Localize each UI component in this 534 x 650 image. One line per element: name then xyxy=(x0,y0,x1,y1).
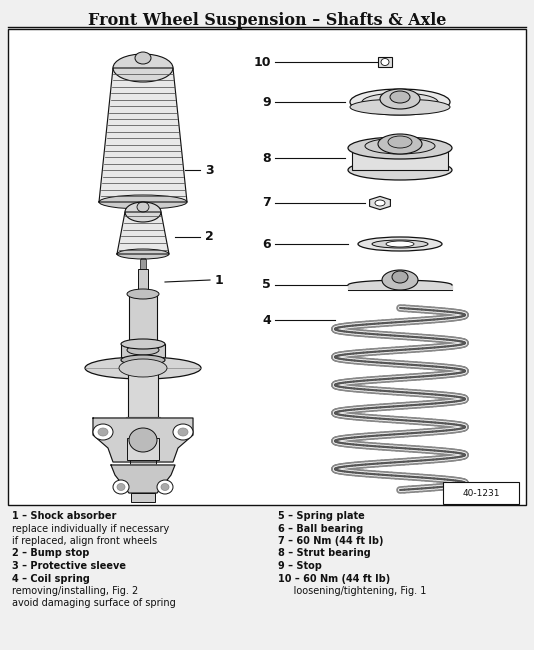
Text: 2: 2 xyxy=(205,231,214,244)
Text: 1: 1 xyxy=(215,274,224,287)
Text: 6: 6 xyxy=(262,237,271,250)
Ellipse shape xyxy=(365,138,435,154)
Ellipse shape xyxy=(93,424,113,440)
Bar xyxy=(138,269,148,294)
Text: loosening/tightening, Fig. 1: loosening/tightening, Fig. 1 xyxy=(278,586,426,596)
Ellipse shape xyxy=(178,428,188,436)
Ellipse shape xyxy=(388,136,412,148)
Text: 2 – Bump stop: 2 – Bump stop xyxy=(12,549,89,558)
Ellipse shape xyxy=(127,289,159,299)
Bar xyxy=(129,294,157,350)
Ellipse shape xyxy=(113,480,129,494)
Text: 9 – Stop: 9 – Stop xyxy=(278,561,322,571)
Ellipse shape xyxy=(392,271,408,283)
Ellipse shape xyxy=(350,89,450,115)
Ellipse shape xyxy=(98,428,108,436)
Bar xyxy=(140,259,146,274)
Ellipse shape xyxy=(348,160,452,180)
Text: 1 – Shock absorber: 1 – Shock absorber xyxy=(12,511,116,521)
Bar xyxy=(126,417,160,435)
Text: 3 – Protective sleeve: 3 – Protective sleeve xyxy=(12,561,126,571)
Text: 8 – Strut bearing: 8 – Strut bearing xyxy=(278,549,371,558)
Text: 4 – Coil spring: 4 – Coil spring xyxy=(12,573,90,584)
Ellipse shape xyxy=(121,355,165,365)
Bar xyxy=(131,493,155,502)
Polygon shape xyxy=(111,465,175,493)
Ellipse shape xyxy=(99,195,187,209)
Ellipse shape xyxy=(378,134,422,154)
Ellipse shape xyxy=(362,93,438,111)
Ellipse shape xyxy=(161,484,169,491)
Ellipse shape xyxy=(358,237,442,251)
Text: 9: 9 xyxy=(262,96,271,109)
Ellipse shape xyxy=(121,339,165,349)
Ellipse shape xyxy=(372,240,428,248)
Bar xyxy=(352,148,448,170)
FancyBboxPatch shape xyxy=(378,57,392,67)
Text: 3: 3 xyxy=(205,164,214,177)
Ellipse shape xyxy=(85,357,201,379)
Text: 5: 5 xyxy=(262,278,271,291)
Text: 4: 4 xyxy=(262,313,271,326)
Bar xyxy=(128,370,158,420)
Bar xyxy=(130,448,156,465)
Text: 5 – Spring plate: 5 – Spring plate xyxy=(278,511,365,521)
Ellipse shape xyxy=(350,99,450,115)
Text: 10: 10 xyxy=(254,55,271,68)
Ellipse shape xyxy=(119,359,167,377)
Ellipse shape xyxy=(137,202,149,212)
Text: 40-1231: 40-1231 xyxy=(462,489,500,497)
Text: Front Wheel Suspension – Shafts & Axle: Front Wheel Suspension – Shafts & Axle xyxy=(88,12,446,29)
Ellipse shape xyxy=(382,270,418,290)
Ellipse shape xyxy=(375,200,385,206)
Ellipse shape xyxy=(173,424,193,440)
Ellipse shape xyxy=(380,89,420,109)
Ellipse shape xyxy=(117,249,169,259)
Ellipse shape xyxy=(113,54,173,82)
Polygon shape xyxy=(370,196,390,209)
Ellipse shape xyxy=(390,91,410,103)
Bar xyxy=(127,438,159,460)
Ellipse shape xyxy=(129,428,157,452)
Text: 10 – 60 Nm (44 ft lb): 10 – 60 Nm (44 ft lb) xyxy=(278,573,390,584)
Text: 6 – Ball bearing: 6 – Ball bearing xyxy=(278,523,363,534)
Ellipse shape xyxy=(125,202,161,222)
Text: 8: 8 xyxy=(262,151,271,164)
Bar xyxy=(121,344,165,360)
Bar xyxy=(141,258,145,274)
Text: replace individually if necessary: replace individually if necessary xyxy=(12,523,169,534)
Ellipse shape xyxy=(386,241,414,247)
Polygon shape xyxy=(99,68,187,202)
Ellipse shape xyxy=(127,345,159,355)
Text: if replaced, align front wheels: if replaced, align front wheels xyxy=(12,536,157,546)
Text: 7: 7 xyxy=(262,196,271,209)
Text: 7 – 60 Nm (44 ft lb): 7 – 60 Nm (44 ft lb) xyxy=(278,536,383,546)
Text: removing/installing, Fig. 2: removing/installing, Fig. 2 xyxy=(12,586,138,596)
Ellipse shape xyxy=(135,52,151,64)
Polygon shape xyxy=(117,212,169,254)
Ellipse shape xyxy=(157,480,173,494)
FancyBboxPatch shape xyxy=(443,482,519,504)
Ellipse shape xyxy=(348,137,452,159)
Bar xyxy=(8,29,526,505)
Text: avoid damaging surface of spring: avoid damaging surface of spring xyxy=(12,599,176,608)
Polygon shape xyxy=(93,418,193,462)
Ellipse shape xyxy=(117,484,125,491)
Ellipse shape xyxy=(381,58,389,66)
